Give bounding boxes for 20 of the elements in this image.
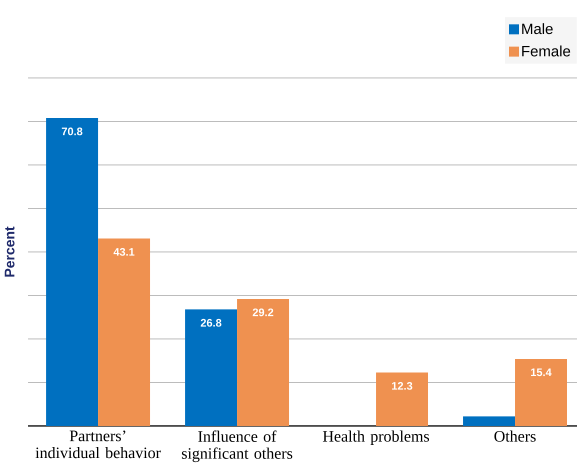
data-label: 70.8 [62,128,82,136]
data-label: 43.1 [114,248,134,256]
legend-label: Female [522,45,570,56]
y-axis-title: Percent [4,226,14,277]
bar [376,372,428,426]
data-label: 12.3 [392,382,412,390]
x-tick-label: Others [494,430,536,442]
bar [237,298,290,426]
data-label: 26.8 [200,318,222,327]
data-label: 15.4 [531,368,552,376]
bar [463,416,516,426]
legend-label: Male [522,23,553,34]
bar [515,358,567,426]
x-tick-label: Health problems [322,430,430,445]
x-tick-label: Influence of significant others [182,430,292,462]
bar [46,118,98,426]
x-tick-label: Partners’ individual behavior [36,430,161,458]
bar [185,309,238,426]
data-label: 29.2 [252,308,274,316]
bar [98,238,150,426]
